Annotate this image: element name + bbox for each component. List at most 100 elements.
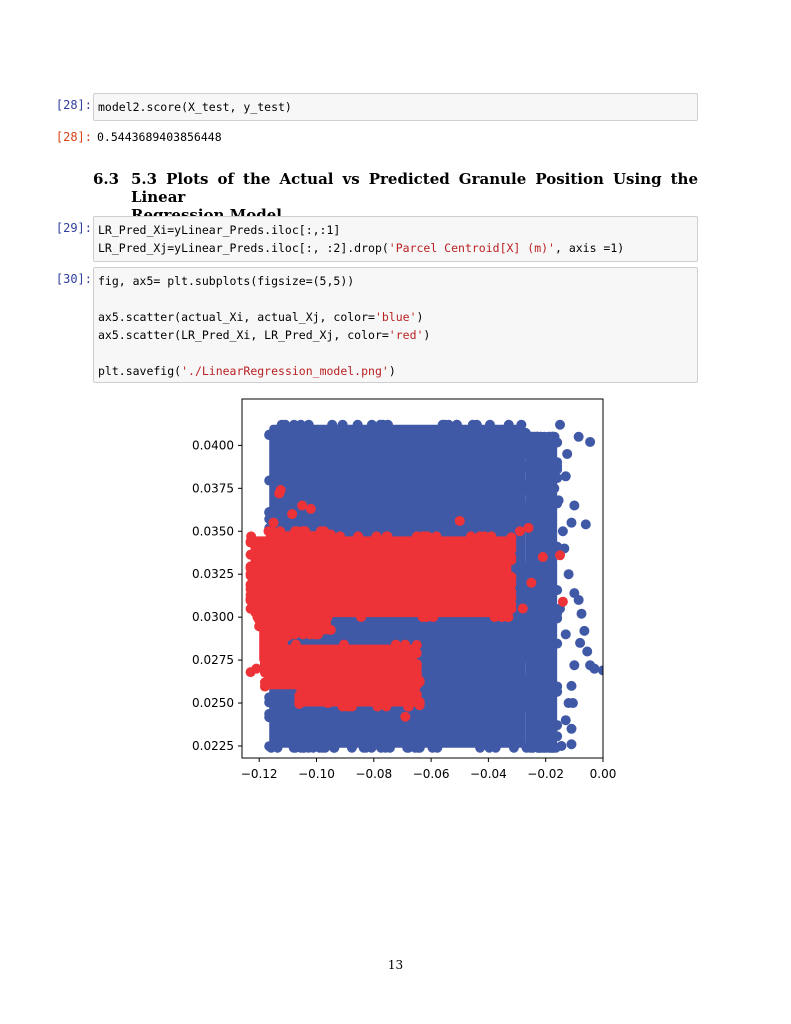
- series-0-edge-point: [520, 692, 531, 703]
- series-0-point-1: [573, 431, 584, 442]
- series-0-point-27: [566, 723, 577, 734]
- series-0-edge-point: [264, 506, 275, 517]
- series-0-point-9: [566, 517, 577, 528]
- series-0-edge-point: [552, 585, 563, 596]
- code-fragment: , axis =1): [554, 241, 625, 255]
- output-prompt-28: [28]:: [55, 130, 92, 144]
- series-1-point-6: [454, 515, 465, 526]
- output-value-28: 0.5443689403856448: [97, 130, 222, 144]
- series-1-edge-point: [411, 648, 422, 659]
- series-0-point-30: [547, 723, 558, 734]
- series-1-edge-point: [254, 595, 265, 606]
- y-tick-label: 0.0225: [192, 739, 234, 753]
- series-1-dense-region-2: [259, 557, 288, 664]
- series-0-edge-point: [290, 742, 301, 753]
- code-line: LR_Pred_Xj=yLinear_Preds.iloc[:, :2].dro…: [98, 241, 624, 255]
- series-0-edge-point: [403, 742, 414, 753]
- series-0-edge-point: [520, 612, 531, 623]
- series-1-edge-point: [497, 612, 508, 623]
- series-0-edge-point: [346, 742, 357, 753]
- series-0-point-13: [576, 608, 587, 619]
- series-0-edge-point: [314, 742, 325, 753]
- series-1-edge-point: [366, 667, 377, 678]
- series-1-edge-point: [474, 531, 485, 542]
- series-1-edge-point: [465, 531, 476, 542]
- input-prompt-29: [29]:: [55, 221, 92, 235]
- series-0-edge-point: [352, 419, 363, 430]
- input-prompt-28: [28]:: [55, 98, 92, 112]
- series-1-dense-region-4: [299, 672, 420, 707]
- series-0-edge-point: [303, 742, 314, 753]
- series-0-edge-point: [520, 480, 531, 491]
- series-0-edge-point: [384, 742, 395, 753]
- series-1-edge-point: [325, 578, 336, 589]
- series-0-point-29: [566, 739, 577, 750]
- series-1-edge-point: [506, 544, 517, 555]
- series-0-edge-point: [552, 638, 563, 649]
- series-1-edge-point: [254, 621, 265, 632]
- series-1-edge-point: [282, 557, 293, 568]
- x-tick-label: −0.08: [355, 767, 392, 781]
- x-tick-label: −0.04: [470, 767, 507, 781]
- series-1-edge-point: [372, 701, 383, 712]
- series-0-point-17: [575, 637, 586, 648]
- series-1-edge-point: [254, 553, 265, 564]
- series-1-edge-point: [414, 697, 425, 708]
- series-0-edge-point: [520, 512, 531, 523]
- series-1-edge-point: [411, 640, 422, 651]
- series-1-edge-point: [259, 677, 270, 688]
- series-0-edge-point: [520, 702, 531, 713]
- series-1-edge-point: [506, 574, 517, 585]
- series-1-edge-point: [299, 526, 310, 537]
- code-cell-30[interactable]: fig, ax5= plt.subplots(figsize=(5,5)) ax…: [93, 267, 698, 383]
- series-1-edge-point: [321, 667, 332, 678]
- series-1-point-4: [287, 509, 298, 520]
- series-0-edge-point: [264, 697, 275, 708]
- series-0-edge-point: [552, 613, 563, 624]
- series-0-edge-point: [547, 431, 558, 442]
- code-fragment: plt.savefig(: [98, 364, 182, 378]
- series-1-edge-point: [356, 612, 367, 623]
- code-cell-29[interactable]: LR_Pred_Xi=yLinear_Preds.iloc[:,:1] LR_P…: [93, 216, 698, 262]
- x-tick-label: 0.00: [590, 767, 617, 781]
- section-number: 6.3: [93, 170, 120, 188]
- code-cell-28[interactable]: model2.score(X_test, y_test): [93, 93, 698, 121]
- series-0-edge-point: [328, 742, 339, 753]
- series-1: [245, 485, 568, 722]
- series-1-point-10: [537, 552, 548, 563]
- plot-marks: [245, 419, 603, 753]
- series-1-edge-point: [259, 650, 270, 661]
- series-0-edge-point: [508, 742, 519, 753]
- code-line: fig, ax5= plt.subplots(figsize=(5,5)): [98, 274, 355, 288]
- y-axis: 0.0225 0.0250 0.0275 0.0300 0.0325 0.0350 0.03…: [192, 438, 242, 753]
- series-0-edge-point: [295, 419, 306, 430]
- series-1-edge-point: [402, 701, 413, 712]
- series-1-edge-point: [265, 639, 276, 650]
- series-0-edge-point: [337, 419, 348, 430]
- series-1-point-23: [311, 625, 322, 636]
- string-literal: 'red': [388, 328, 424, 342]
- series-1-edge-point: [390, 639, 401, 650]
- plot-frame: [241, 398, 604, 759]
- series-0-dense-region-1: [525, 436, 558, 748]
- series-0-edge-point: [327, 419, 338, 430]
- series-0-point-11: [563, 569, 574, 580]
- series-0-edge-point: [520, 642, 531, 653]
- series-1-edge-point: [506, 555, 517, 566]
- series-0-edge-point: [552, 473, 563, 484]
- series-1-edge-point: [381, 701, 392, 712]
- series-1-edge-point: [282, 631, 293, 642]
- page-number: 13: [387, 958, 404, 972]
- series-1-edge-point: [282, 596, 293, 607]
- series-0-edge-point: [520, 570, 531, 581]
- series-1-point-19: [400, 711, 411, 722]
- code-fragment: ax5.scatter(actual_Xi, actual_Xj, color=: [98, 310, 375, 324]
- series-1-edge-point: [298, 629, 309, 640]
- series-0-edge-point: [467, 419, 478, 430]
- series-1-point-7: [523, 522, 534, 533]
- series-0-edge-point: [264, 430, 275, 441]
- series-1-point-1: [274, 488, 285, 499]
- code-line: plt.savefig('./LinearRegression_model.pn…: [98, 364, 396, 378]
- series-0-edge-point: [439, 419, 450, 430]
- series-0-edge-point: [475, 742, 486, 753]
